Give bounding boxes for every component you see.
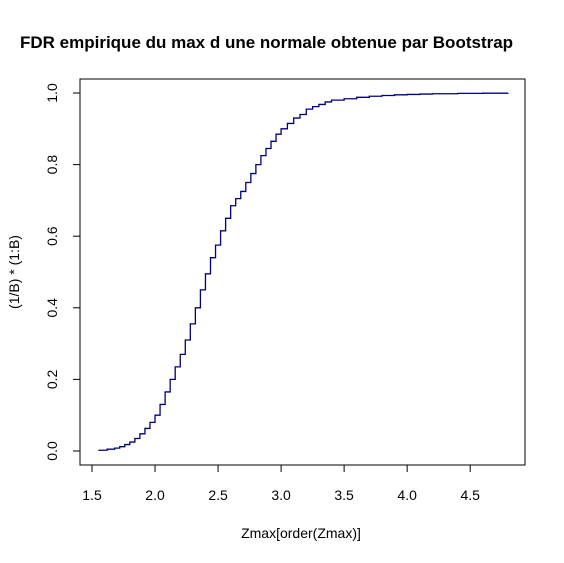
y-axis: 0.0 0.2 0.4 0.6 0.8 1.0 <box>44 83 81 461</box>
x-tick-label: 4.5 <box>460 487 480 503</box>
y-tick-label: 0.6 <box>44 226 60 246</box>
y-axis-label: (1/B) * (1:B) <box>6 235 22 309</box>
plot-frame <box>79 78 526 466</box>
x-axis-label: Zmax[order(Zmax)] <box>241 525 361 541</box>
x-tick-label: 2.0 <box>145 487 165 503</box>
y-tick-label: 0.2 <box>44 369 60 389</box>
ecdf-step-line <box>98 92 509 451</box>
x-tick-label: 1.5 <box>82 487 102 503</box>
y-tick-label: 0.4 <box>44 298 60 318</box>
x-tick-label: 3.5 <box>334 487 354 503</box>
y-tick-label: 0.0 <box>44 441 60 461</box>
x-tick-label: 3.0 <box>271 487 291 503</box>
y-tick-label: 0.8 <box>44 155 60 175</box>
x-tick-label: 2.5 <box>208 487 228 503</box>
chart-title: FDR empirique du max d une normale obten… <box>20 33 513 52</box>
series-group <box>98 92 509 451</box>
x-tick-label: 4.0 <box>397 487 417 503</box>
x-axis: 1.5 2.0 2.5 3.0 3.5 4.0 4.5 <box>82 464 480 503</box>
y-tick-label: 1.0 <box>44 83 60 103</box>
